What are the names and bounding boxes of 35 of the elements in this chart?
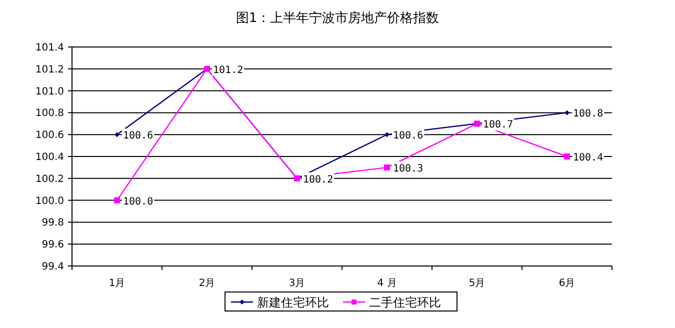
data-label: 100.4 [573, 152, 604, 164]
x-tick-label: 6月 [558, 278, 576, 289]
y-tick-label: 99.8 [42, 218, 64, 229]
x-tick-label: 5月 [468, 278, 486, 289]
data-label: 100.6 [393, 130, 424, 142]
y-tick-label: 100.0 [35, 196, 64, 207]
chart-title: 图1：上半年宁波市房地产价格指数 [236, 10, 440, 26]
point [384, 132, 390, 138]
x-tick-label: 1月 [108, 278, 126, 289]
data-label: 100.8 [573, 108, 604, 120]
point [384, 164, 390, 170]
point [114, 197, 120, 204]
y-tick-label: 101.4 [35, 42, 64, 54]
x-tick-label: 4 月 [377, 278, 397, 289]
legend-label: 新建住宅环比 [257, 296, 329, 310]
y-tick-label: 101.2 [35, 64, 64, 76]
x-tick-label: 2月 [198, 278, 216, 289]
data-label: 100.6 [123, 130, 154, 142]
y-tick-label: 100.6 [35, 130, 64, 142]
legend-label: 二手住宅环比 [369, 296, 441, 310]
y-tick-label: 100.2 [35, 174, 64, 185]
data-label: 100.3 [393, 163, 424, 174]
y-tick-label: 100.4 [35, 152, 64, 163]
point [114, 132, 120, 138]
point [564, 154, 570, 160]
data-label: 100.2 [303, 174, 334, 186]
y-tick-label: 99.6 [42, 240, 64, 251]
data-label: 100.0 [123, 196, 154, 208]
data-label: 100.7 [483, 120, 514, 131]
point [564, 110, 570, 116]
y-tick-label: 101.0 [35, 86, 64, 98]
x-tick-label: 3月 [288, 278, 306, 289]
data-label: 101.2 [213, 64, 244, 76]
y-tick-label: 99.4 [42, 262, 64, 272]
y-tick-label: 100.8 [35, 108, 64, 120]
